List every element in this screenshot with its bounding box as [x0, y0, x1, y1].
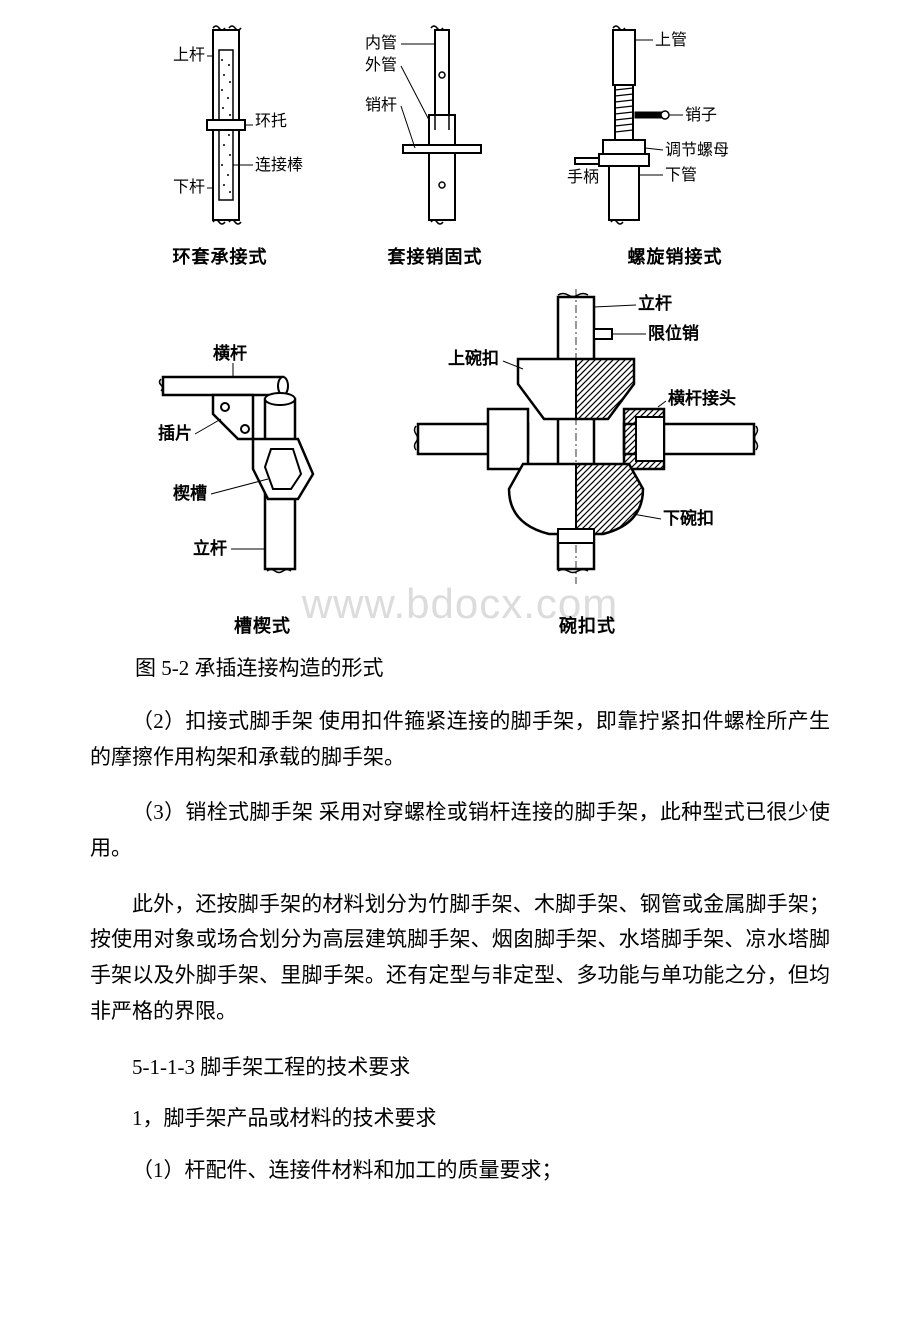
paragraph-3: （3）销栓式脚手架 采用对穿螺栓或销杆连接的脚手架，此种型式已很少使用。 [90, 795, 830, 866]
label-pin: 销子 [685, 106, 717, 124]
label-wedge-slot: 楔槽 [173, 483, 207, 503]
label-cross-joint: 横杆接头 [668, 388, 736, 408]
wedge-slot-svg: 横杆 插片 楔槽 立杆 [153, 339, 373, 599]
caption-ring-sleeve: 环套承接式 [135, 243, 305, 269]
label-insert-piece: 插片 [158, 423, 192, 443]
label-upper-tube: 上管 [655, 31, 687, 49]
diagram-wedge-slot: 横杆 插片 楔槽 立杆 槽楔式 [153, 339, 373, 638]
caption-bowl-buckle: 碗扣式 [408, 612, 768, 638]
caption-sleeve-pin: 套接销固式 [345, 243, 525, 269]
figure-5-2: www.bdocx.com [135, 20, 785, 638]
diagram-bowl-buckle: 立杆 限位销 上碗扣 横杆接头 下碗扣 碗扣式 [408, 289, 768, 638]
label-connecting-rod: 连接棒 [255, 156, 303, 174]
paragraph-7: （1）杆配件、连接件材料和加工的质量要求； [90, 1153, 830, 1189]
label-bowl-vertical-rod: 立杆 [638, 293, 672, 313]
body-text: （2）扣接式脚手架 使用扣件箍紧连接的脚手架，即靠拧紧扣件螺栓所产生的摩擦作用构… [0, 704, 920, 1189]
bowl-buckle-svg: 立杆 限位销 上碗扣 横杆接头 下碗扣 [408, 289, 768, 599]
diagram-row-1: 上杆 环托 下杆 连接棒 环套承接式 [135, 20, 785, 269]
label-limit-pin: 限位销 [648, 323, 699, 343]
label-inner-tube: 内管 [365, 34, 397, 52]
label-adjust-nut: 调节螺母 [665, 141, 729, 159]
caption-wedge-slot: 槽楔式 [153, 612, 373, 638]
label-upper-bowl: 上碗扣 [448, 348, 499, 368]
label-outer-tube: 外管 [365, 56, 397, 74]
paragraph-2: （2）扣接式脚手架 使用扣件箍紧连接的脚手架，即靠拧紧扣件螺栓所产生的摩擦作用构… [90, 704, 830, 775]
label-pin-rod: 销杆 [365, 96, 397, 114]
label-vertical-rod: 立杆 [193, 538, 227, 558]
sleeve-pin-svg: 内管 外管 销杆 [345, 20, 525, 230]
diagram-screw-pin: 上管 销子 手柄 调节螺母 下管 螺旋销接式 [565, 20, 785, 269]
diagram-ring-sleeve: 上杆 环托 下杆 连接棒 环套承接式 [135, 20, 305, 269]
paragraph-6: 1，脚手架产品或材料的技术要求 [90, 1101, 830, 1137]
paragraph-4: 此外，还按脚手架的材料划分为竹脚手架、木脚手架、钢管或金属脚手架；按使用对象或场… [90, 887, 830, 1030]
label-lower-bowl: 下碗扣 [663, 508, 714, 528]
caption-screw-pin: 螺旋销接式 [565, 243, 785, 269]
diagram-row-2: 横杆 插片 楔槽 立杆 槽楔式 [135, 289, 785, 638]
paragraph-5: 5-1-1-3 脚手架工程的技术要求 [90, 1050, 830, 1086]
label-bottom-rod: 下杆 [173, 178, 205, 196]
figure-caption: 图 5-2 承插连接构造的形式 [0, 652, 920, 682]
label-handle: 手柄 [567, 168, 599, 186]
label-lower-tube: 下管 [665, 166, 697, 184]
label-cross-rod: 横杆 [213, 343, 247, 363]
label-ring-support: 环托 [255, 112, 287, 130]
label-top-rod: 上杆 [173, 46, 205, 64]
screw-pin-svg: 上管 销子 手柄 调节螺母 下管 [565, 20, 785, 230]
diagram-sleeve-pin: 内管 外管 销杆 套接销固式 [345, 20, 525, 269]
ring-sleeve-svg: 上杆 环托 下杆 连接棒 [135, 20, 305, 230]
